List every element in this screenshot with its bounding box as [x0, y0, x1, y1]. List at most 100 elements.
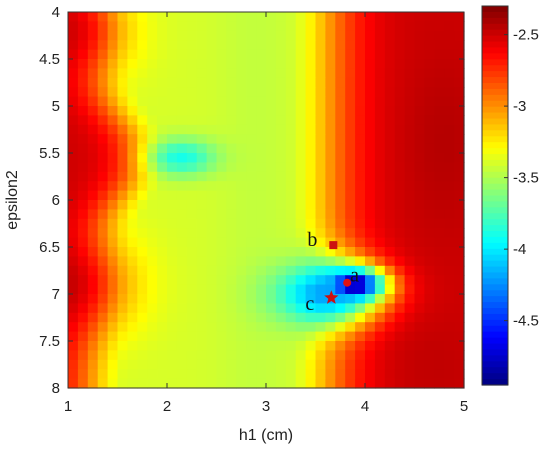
heatmap-cell	[117, 350, 128, 361]
heatmap-cell	[365, 153, 376, 163]
heatmap-cell	[266, 294, 277, 304]
heatmap-cell	[87, 59, 99, 69]
heatmap-cell	[345, 322, 356, 333]
heatmap-cell	[256, 256, 267, 267]
heatmap-cell	[345, 124, 356, 135]
heatmap-cell	[394, 77, 406, 88]
heatmap-cell	[176, 237, 188, 248]
heatmap-cell	[305, 369, 317, 380]
heatmap-cell	[394, 124, 406, 135]
heatmap-cell	[275, 265, 287, 276]
heatmap-cell	[206, 68, 218, 79]
heatmap-cell	[216, 228, 227, 239]
heatmap-cell	[275, 303, 287, 314]
heatmap-cell	[454, 218, 465, 229]
heatmap-cell	[444, 341, 455, 351]
heatmap-cell	[454, 247, 465, 257]
heatmap-cell	[77, 171, 89, 182]
heatmap-cell	[157, 40, 168, 51]
heatmap-cell	[176, 21, 188, 32]
heatmap-cell	[325, 378, 336, 389]
heatmap-cell	[196, 124, 208, 135]
heatmap-cell	[196, 237, 208, 248]
heatmap-cell	[107, 68, 119, 79]
heatmap-cell	[275, 312, 287, 323]
heatmap-cell	[196, 284, 208, 295]
heatmap-cell	[206, 30, 218, 41]
heatmap-cell	[87, 40, 99, 51]
heatmap-cell	[77, 87, 89, 98]
heatmap-cell	[167, 218, 178, 229]
heatmap-cell	[424, 30, 435, 41]
heatmap-cell	[117, 218, 128, 229]
heatmap-cell	[176, 341, 188, 351]
heatmap-cell	[424, 162, 435, 173]
heatmap-cell	[404, 265, 416, 276]
heatmap-cell	[285, 68, 297, 79]
heatmap-cell	[365, 68, 376, 79]
heatmap-cell	[68, 312, 79, 323]
heatmap-cell	[266, 369, 277, 380]
heatmap-cell	[77, 21, 89, 32]
heatmap-cell	[68, 190, 79, 201]
heatmap-cell	[87, 359, 99, 370]
heatmap-cell	[246, 30, 257, 41]
heatmap-cell	[295, 209, 307, 220]
heatmap-cell	[147, 106, 158, 116]
heatmap-cell	[335, 30, 346, 41]
colorbar-segment	[482, 242, 508, 250]
heatmap-cell	[315, 341, 326, 351]
point-markers: abc	[305, 229, 359, 315]
heatmap-cell	[127, 40, 138, 51]
heatmap-cell	[196, 209, 208, 220]
heatmap-cell	[107, 303, 119, 314]
heatmap-cell	[127, 96, 138, 107]
heatmap-cell	[216, 96, 227, 107]
heatmap-cell	[157, 331, 168, 342]
heatmap-cell	[226, 153, 237, 163]
heatmap-cell	[335, 312, 346, 323]
heatmap-cell	[365, 331, 376, 342]
heatmap-cell	[285, 190, 297, 201]
heatmap-cell	[374, 237, 386, 248]
heatmap-cell	[176, 87, 188, 98]
heatmap-cell	[394, 87, 406, 98]
heatmap-cell	[345, 218, 356, 229]
heatmap-cell	[256, 294, 267, 304]
heatmap-cell	[157, 115, 168, 126]
heatmap-cell	[196, 369, 208, 380]
heatmap-cell	[107, 143, 119, 154]
heatmap-cell	[325, 322, 336, 333]
heatmap-cell	[295, 331, 307, 342]
heatmap-cell	[414, 153, 425, 163]
heatmap-cell	[176, 303, 188, 314]
heatmap-cell	[246, 59, 257, 69]
heatmap-cell	[236, 256, 247, 267]
heatmap-cell	[285, 124, 297, 135]
heatmap-cell	[434, 21, 445, 32]
heatmap-cell	[186, 218, 198, 229]
heatmap-cell	[206, 59, 218, 69]
heatmap-cell	[305, 87, 317, 98]
heatmap-cell	[454, 237, 465, 248]
y-tick-label: 8	[52, 380, 60, 397]
heatmap-cell	[355, 303, 366, 314]
colorbar-segment	[482, 47, 508, 54]
colorbar-segment	[482, 159, 508, 167]
heatmap-cell	[117, 284, 128, 295]
heatmap-cell	[216, 275, 227, 286]
heatmap-cell	[196, 350, 208, 361]
heatmap-cell	[384, 143, 396, 154]
heatmap-cell	[414, 359, 425, 370]
heatmap-cell	[355, 21, 366, 32]
heatmap-cell	[256, 209, 267, 220]
heatmap-cell	[68, 247, 79, 257]
heatmap-cell	[196, 106, 208, 116]
x-tick-label: 3	[262, 398, 270, 415]
heatmap-cell	[394, 331, 406, 342]
heatmap-cell	[404, 275, 416, 286]
heatmap-cell	[285, 134, 297, 145]
colorbar-segment	[482, 189, 508, 197]
heatmap-cell	[424, 68, 435, 79]
heatmap-cell	[147, 369, 158, 380]
